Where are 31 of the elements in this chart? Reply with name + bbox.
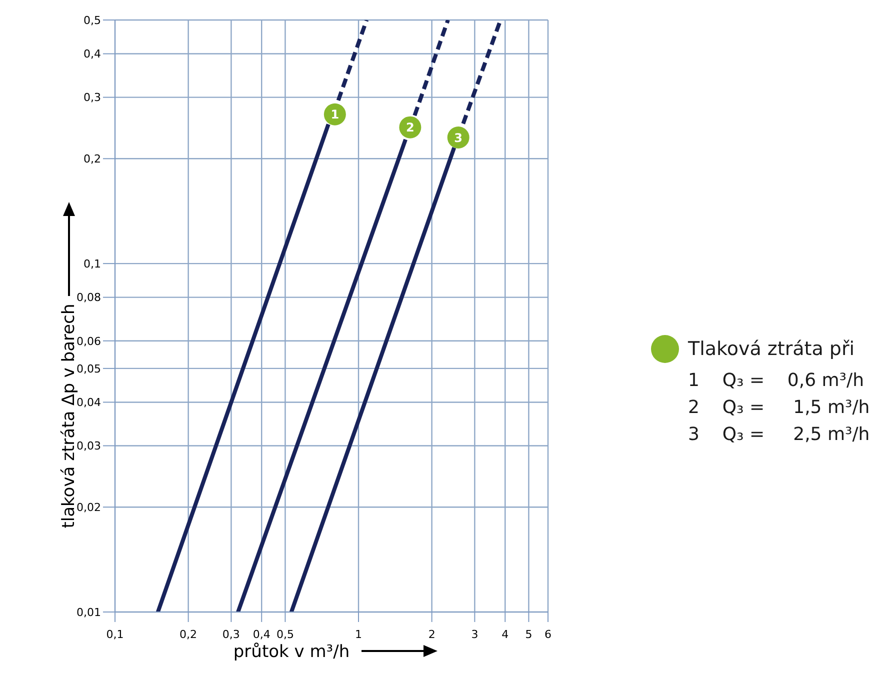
x-tick-label: 0,5 [276,628,294,641]
x-tick-label: 3 [471,628,478,641]
x-tick-label: 5 [525,628,532,641]
x-tick-label: 0,3 [222,628,240,641]
y-tick-label: 0,03 [76,440,101,453]
y-tick-label: 0,1 [84,257,101,270]
text: 1 Q₃ = 0,6 m³/h [688,370,865,391]
annotation: 2 [406,120,414,135]
y-tick-label: 0,05 [76,362,101,376]
x-axis-title: průtok v m³/h [233,642,350,662]
y-tick-label: 0,4 [84,48,101,61]
y-tick-label: 0,5 [84,14,101,27]
y-tick-label: 0,01 [76,606,101,619]
x-tick-label: 0,1 [106,628,124,641]
x-tick-label: 6 [544,628,552,641]
text: 3 Q₃ = 2,5 m³/h [688,424,871,445]
x-tick-label: 0,2 [180,628,198,641]
x-tick-label: 4 [502,628,509,641]
annotation: 3 [454,130,463,145]
legend-label: Tlaková ztráta při [688,338,855,360]
y-tick-label: 0,08 [76,291,101,304]
x-tick-label: 1 [355,628,362,641]
text: 2 Q₃ = 1,5 m³/h [688,397,871,418]
x-tick-label: 0,4 [252,628,270,641]
y-tick-label: 0,02 [76,501,101,514]
annotation: 1 [330,108,340,122]
y-tick-label: 0,3 [84,91,101,104]
x-tick-label: 2 [428,628,436,641]
y-tick-label: 0,04 [76,396,101,410]
y-tick-label: 0,06 [76,334,101,348]
y-tick-label: 0,2 [84,152,101,166]
